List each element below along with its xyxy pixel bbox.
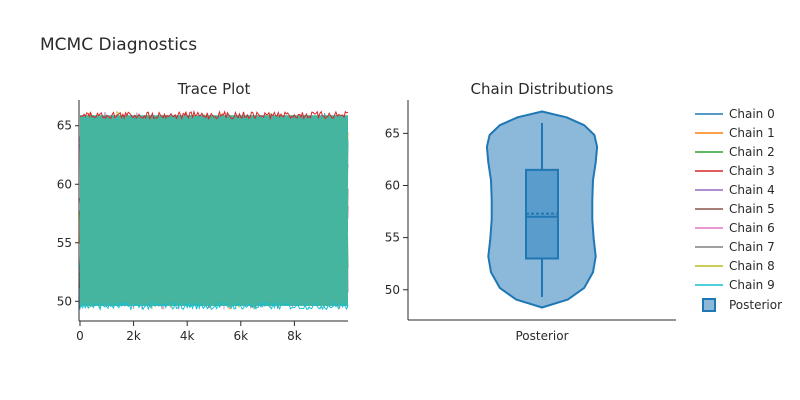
violin-marks	[485, 110, 599, 309]
legend-item-chain-9: Chain 9	[695, 278, 775, 292]
legend-label: Chain 7	[729, 240, 775, 254]
legend-item-posterior: Posterior	[702, 298, 782, 312]
violin-y-tick-label: 50	[385, 283, 400, 297]
legend-item-chain-3: Chain 3	[695, 164, 775, 178]
trace-axes: 50 55 60 65 0 2k 4k 6k 8k	[57, 100, 348, 343]
figure-title: MCMC Diagnostics	[40, 35, 197, 55]
legend-item-chain-8: Chain 8	[695, 259, 775, 273]
legend-swatch-box	[702, 298, 716, 312]
legend-label: Posterior	[729, 298, 782, 312]
violin-y-tick-label: 65	[385, 126, 400, 140]
legend: Chain 0 Chain 1 Chain 2 Chain 3 Chain 4 Chain…	[695, 107, 782, 312]
trace-x-tick-label: 2k	[126, 329, 141, 343]
legend-label: Chain 6	[729, 221, 775, 235]
trace-upper-edge	[79, 109, 349, 121]
trace-y-tick-label: 65	[57, 119, 72, 133]
trace-y-tick-label: 60	[57, 177, 72, 191]
trace-plot: Trace Plot 50 55 60 65 0 2k 4k 6k 8k	[57, 80, 349, 343]
violin-y-tick-label: 60	[385, 178, 400, 192]
trace-series-group	[79, 109, 349, 312]
chain-distributions-plot: Chain Distributions 50 55 60 65 Posterior	[385, 80, 676, 343]
legend-label: Chain 1	[729, 126, 775, 140]
legend-label: Chain 4	[729, 183, 775, 197]
trace-lower-edge	[79, 301, 349, 312]
legend-label: Chain 2	[729, 145, 775, 159]
legend-item-chain-2: Chain 2	[695, 145, 775, 159]
trace-x-tick-label: 6k	[234, 329, 249, 343]
legend-label: Chain 3	[729, 164, 775, 178]
trace-x-tick-label: 0	[76, 329, 84, 343]
trace-x-tick-label: 8k	[287, 329, 302, 343]
trace-x-tick-label: 4k	[180, 329, 195, 343]
legend-item-chain-1: Chain 1	[695, 126, 775, 140]
violin-plot-title: Chain Distributions	[471, 80, 614, 98]
legend-item-chain-5: Chain 5	[695, 202, 775, 216]
trace-y-tick-label: 55	[57, 236, 72, 250]
legend-item-chain-0: Chain 0	[695, 107, 775, 121]
trace-plot-title: Trace Plot	[177, 80, 251, 98]
legend-item-chain-7: Chain 7	[695, 240, 775, 254]
violin-axes: 50 55 60 65 Posterior	[385, 100, 676, 343]
legend-label: Chain 8	[729, 259, 775, 273]
violin-y-tick-label: 55	[385, 231, 400, 245]
trace-y-tick-label: 50	[57, 294, 72, 308]
legend-item-chain-4: Chain 4	[695, 183, 775, 197]
legend-item-chain-6: Chain 6	[695, 221, 775, 235]
trace-density-band	[80, 115, 348, 306]
violin-x-tick-label: Posterior	[515, 329, 568, 343]
legend-label: Chain 0	[729, 107, 775, 121]
legend-label: Chain 9	[729, 278, 775, 292]
legend-label: Chain 5	[729, 202, 775, 216]
